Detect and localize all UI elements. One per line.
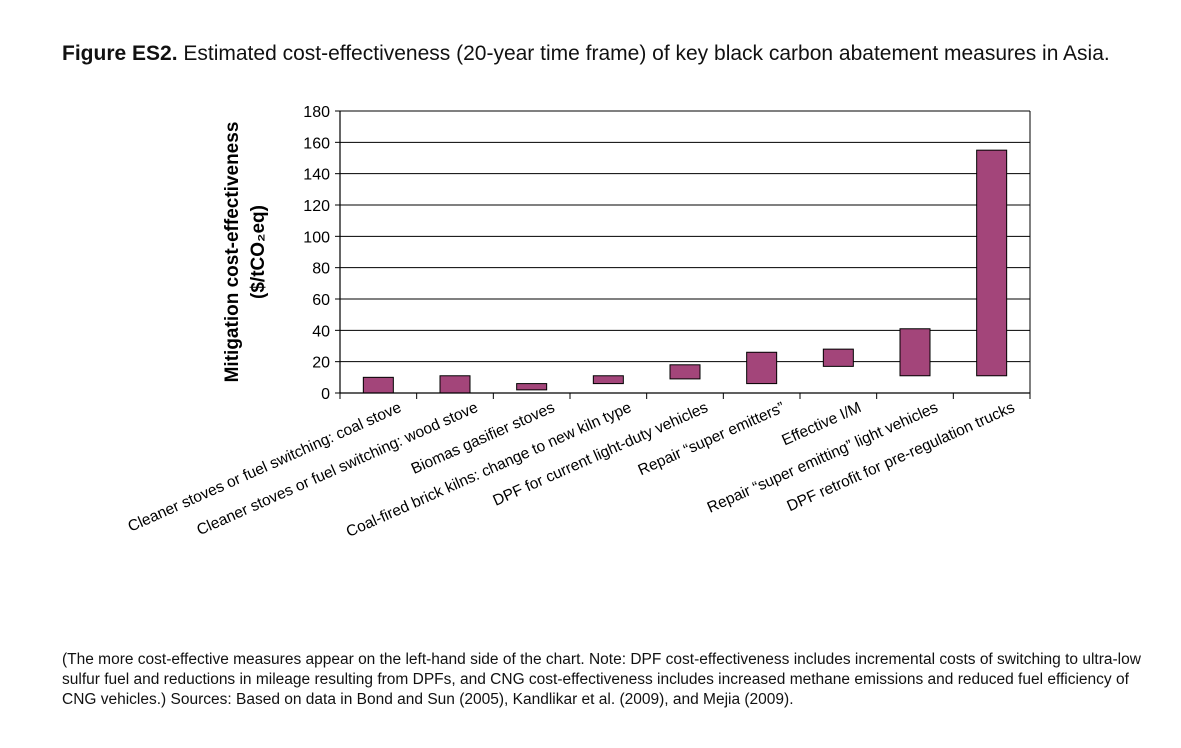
x-category-label: Repair “super emitters” <box>636 399 788 479</box>
bar <box>822 348 854 367</box>
axes <box>335 110 1031 399</box>
figure-title: Estimated cost-effectiveness (20-year ti… <box>183 42 1110 65</box>
footnote: (The more cost-effective measures appear… <box>62 651 1141 708</box>
bar <box>976 149 1008 377</box>
y-tick-label: 40 <box>312 323 330 340</box>
y-axis-title: Mitigation cost-effectiveness ($/tCO₂eq) <box>222 122 269 383</box>
y-tick-label: 60 <box>312 292 330 309</box>
bar <box>516 383 548 391</box>
bar <box>592 375 624 385</box>
y-tick-label: 140 <box>303 167 330 184</box>
y-axis-title-line2: ($/tCO₂eq) <box>248 205 269 299</box>
bar-chart: 0 20 40 60 80 100 120 140 160 180 Cleaner stoves … <box>126 104 1031 541</box>
y-tick-label: 180 <box>303 104 330 121</box>
bar <box>362 376 394 394</box>
y-tick-label: 120 <box>303 198 330 215</box>
bar <box>746 351 778 385</box>
y-tick-label: 80 <box>312 261 330 278</box>
gridlines <box>340 110 1030 363</box>
y-axis-title-line1: Mitigation cost-effectiveness <box>222 122 243 383</box>
y-tick-label: 0 <box>321 386 330 403</box>
bars <box>362 149 1008 394</box>
x-category-label: Cleaner stoves or fuel switching: wood s… <box>194 399 480 539</box>
x-category-labels: Cleaner stoves or fuel switching: coal s… <box>126 399 1018 541</box>
bar <box>669 364 701 380</box>
figure-label: Figure ES2. <box>62 42 178 65</box>
y-tick-labels: 0 20 40 60 80 100 120 140 160 180 <box>303 104 330 403</box>
bar <box>899 328 931 377</box>
figure-caption: Figure ES2. Estimated cost-effectiveness… <box>62 40 1162 68</box>
y-tick-label: 20 <box>312 355 330 372</box>
bar <box>439 375 471 394</box>
y-tick-label: 100 <box>303 229 330 246</box>
y-tick-label: 160 <box>303 135 330 152</box>
